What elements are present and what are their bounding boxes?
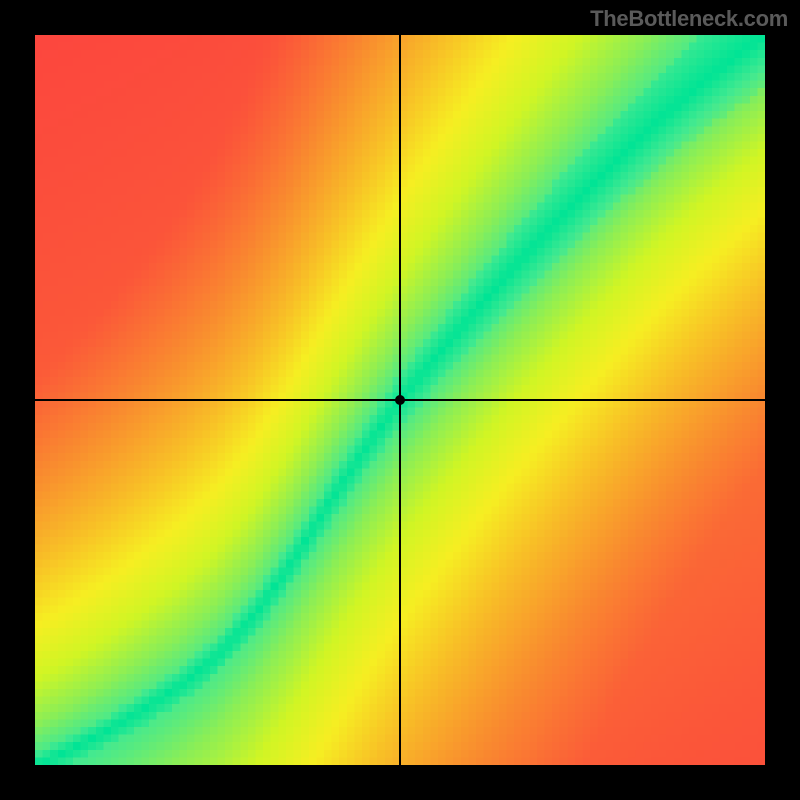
crosshair-dot [395, 395, 405, 405]
heatmap-plot [35, 35, 765, 765]
watermark-text: TheBottleneck.com [590, 6, 788, 32]
